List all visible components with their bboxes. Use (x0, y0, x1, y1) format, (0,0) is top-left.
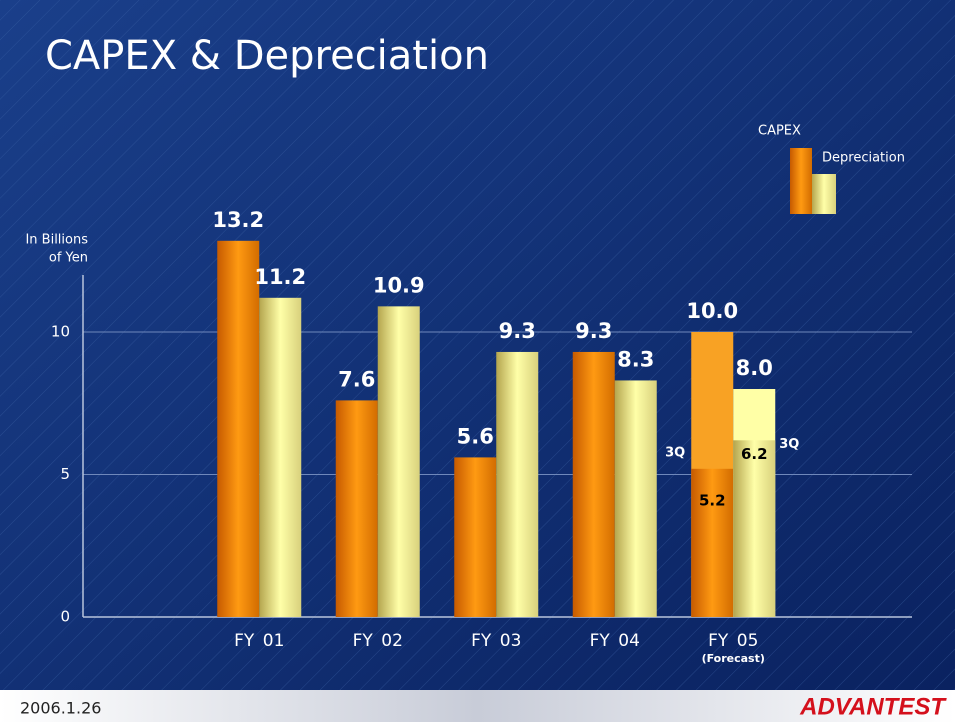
partial-value-label: 5.2 (699, 491, 726, 509)
y-axis-label: In Billions (25, 233, 88, 248)
x-tick-note: (Forecast) (702, 652, 765, 665)
y-tick-label: 5 (60, 465, 70, 483)
x-tick-label: FY 03 (471, 631, 521, 651)
x-tick-label: FY 04 (590, 631, 640, 651)
partial-label: 3Q (779, 437, 799, 452)
footer-bar (0, 690, 955, 722)
value-label: 10.9 (373, 273, 425, 297)
value-label: 8.0 (736, 356, 773, 380)
bar (335, 400, 378, 617)
x-tick-label: FY 01 (234, 631, 284, 651)
value-label: 9.3 (575, 319, 612, 343)
value-label: 5.6 (457, 424, 494, 448)
footer-date: 2006.1.26 (20, 699, 101, 718)
value-label: 7.6 (338, 367, 375, 391)
legend-label: Depreciation (822, 151, 905, 166)
partial-bar (691, 468, 734, 617)
partial-value-label: 6.2 (741, 445, 768, 463)
partial-bar (733, 440, 776, 617)
y-tick-label: 0 (60, 608, 70, 626)
legend-swatch (790, 148, 812, 214)
bar (572, 351, 615, 617)
value-label: 13.2 (212, 208, 264, 232)
value-label: 9.3 (499, 319, 536, 343)
logo: ADVANTEST (799, 693, 947, 720)
bar (217, 240, 260, 618)
bar (614, 380, 657, 617)
x-tick-label: FY 05 (708, 631, 758, 651)
bar (377, 306, 420, 617)
bar (259, 297, 302, 617)
bar (496, 351, 539, 617)
x-tick-label: FY 02 (353, 631, 403, 651)
legend-label: CAPEX (758, 124, 801, 139)
value-label: 10.0 (686, 299, 738, 323)
bar (454, 457, 497, 617)
partial-label: 3Q (665, 445, 685, 460)
legend-swatch (812, 174, 836, 214)
value-label: 11.2 (254, 265, 306, 289)
chart-title: CAPEX & Depreciation (45, 33, 489, 79)
y-axis-label: of Yen (49, 251, 88, 266)
y-tick-label: 10 (51, 323, 70, 341)
value-label: 8.3 (617, 347, 654, 371)
